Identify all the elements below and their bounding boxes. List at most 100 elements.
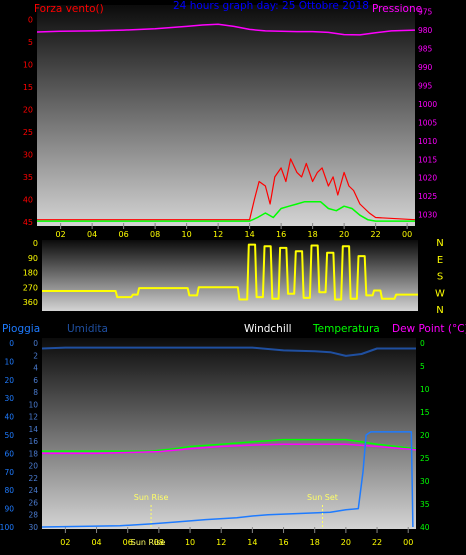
temperature-line: [42, 438, 417, 452]
panel1-background: [37, 5, 415, 226]
rain-tick-label: 60: [4, 449, 14, 458]
humidity-tick-label: 4: [33, 364, 38, 373]
panel1-hour-label: 22: [371, 230, 381, 239]
pressure-tick-label: 990: [418, 63, 433, 72]
compass-tick-label: E: [437, 255, 443, 266]
humidity-tick-label: 2: [33, 351, 38, 360]
panel3-hour-label: 22: [372, 538, 382, 547]
pressure-tick-label: 995: [418, 81, 433, 90]
humidity-tick-label: 24: [28, 486, 38, 495]
humidity-tick-label: 28: [28, 511, 38, 520]
pressure-tick-label: 1025: [418, 192, 437, 201]
panel1-hour-label: 12: [213, 230, 223, 239]
gust-line: [37, 200, 415, 222]
panel3-hour-label: 20: [341, 538, 351, 547]
humidity-tick-label: 18: [28, 449, 38, 458]
rain-tick-label: 40: [4, 413, 14, 422]
compass-tick-label: N: [436, 305, 443, 316]
graph-title: 24 hours graph day: 25 Ottobre 2018: [173, 0, 369, 12]
pressure-tick-label: 975: [418, 8, 433, 17]
rain-label: Pioggia: [2, 323, 40, 335]
temperature-tick-label: 25: [420, 454, 430, 463]
pressure-tick-label: 1000: [418, 100, 437, 109]
panel1-hour-label: 10: [182, 230, 192, 239]
pressure-tick-label: 1020: [418, 174, 437, 183]
rain-tick-label: 30: [4, 394, 14, 403]
rain-tick-label: 100: [0, 523, 14, 532]
direction-tick-label: 270: [23, 283, 38, 292]
panel1-hour-label: 04: [87, 230, 97, 239]
humidity-tick-label: 0: [33, 339, 38, 348]
pressure-tick-label: 980: [418, 26, 433, 35]
direction-tick-label: 0: [33, 239, 38, 248]
pressure-tick-label: 1010: [418, 137, 437, 146]
wind-tick-label: 15: [23, 83, 33, 92]
wind-tick-label: 45: [23, 218, 33, 227]
rain-tick-label: 80: [4, 486, 14, 495]
wind-tick-label: 40: [23, 195, 33, 204]
direction-line: [42, 243, 418, 301]
panel1-hour-label: 20: [339, 230, 349, 239]
pressure-tick-label: 1005: [418, 118, 437, 127]
panel1-hour-ticks: 02 04 06 08 10 12 14 16 18 20 22 00: [56, 223, 412, 239]
temperature-tick-label: 5: [420, 362, 425, 371]
direction-tick-label: 360: [23, 298, 38, 307]
panel3-hour-label: 02: [60, 538, 70, 547]
pressure-tick-label: 1015: [418, 155, 437, 164]
humidity-tick-label: 30: [28, 523, 38, 532]
temperature-tick-label: 35: [420, 500, 430, 509]
panel3-hour-ticks: 02 04 06 08 10 12 14 16 18 20 22 00: [60, 527, 413, 547]
wind-tick-label: 30: [23, 150, 33, 159]
panel3-background: [42, 338, 416, 529]
humidity-label: Umidita: [67, 323, 108, 335]
wind-pressure-panel: Forza vento() 24 hours graph day: 25 Ott…: [23, 0, 438, 239]
compass-tick-label: S: [437, 272, 443, 283]
pressure-axis-label: Pressione: [372, 3, 422, 15]
panel3-hour-label: 06: [123, 538, 133, 547]
wind-tick-label: 25: [23, 128, 33, 137]
humidity-tick-label: 16: [28, 437, 38, 446]
compass-tick-label: W: [435, 288, 445, 299]
wind-tick-label: 0: [28, 15, 33, 24]
pressure-axis-ticks: 975 980 985 990 995 1000 1005 1010 1015 1020 1025 1…: [418, 8, 437, 220]
panel1-hour-label: 00: [402, 230, 412, 239]
dewpoint-line: [42, 443, 417, 455]
temperature-tick-label: 40: [420, 523, 430, 532]
panel3-hour-label: 00: [403, 538, 413, 547]
panel3-hour-label: 18: [310, 538, 320, 547]
temperature-ticks: 0 5 10 15 20 25 30 35 40: [420, 339, 430, 532]
panel3-hour-label: 14: [247, 538, 257, 547]
wind-axis-ticks: 0 5 10 15 20 25 30 35 40 45: [23, 15, 33, 227]
wind-tick-label: 10: [23, 60, 33, 69]
direction-tick-label: 90: [28, 254, 38, 263]
wind-tick-label: 5: [28, 38, 33, 47]
panel3-hour-label: 08: [154, 538, 164, 547]
panel1-hour-label: 06: [119, 230, 129, 239]
rain-tick-label: 50: [4, 431, 14, 440]
humidity-tick-label: 10: [28, 400, 38, 409]
sunrise-axis-label: Sun Rise: [131, 538, 166, 547]
wind-tick-label: 20: [23, 105, 33, 114]
direction-degree-ticks: 0 90 180 270 360: [23, 239, 38, 307]
humidity-tick-label: 26: [28, 498, 38, 507]
rain-tick-label: 70: [4, 468, 14, 477]
direction-tick-label: 180: [23, 269, 38, 278]
rain-tick-label: 90: [4, 505, 14, 514]
rain-line: [41, 431, 414, 528]
pressure-line: [36, 23, 416, 36]
temperature-tick-label: 10: [420, 385, 430, 394]
humidity-tick-label: 20: [28, 462, 38, 471]
sunrise-marker: Sun Rise: [134, 493, 169, 527]
wind-axis-label: Forza vento(): [34, 3, 104, 15]
sunrise-label: Sun Rise: [134, 493, 169, 502]
temperature-tick-label: 0: [420, 339, 425, 348]
humidity-tick-label: 12: [28, 413, 38, 422]
humidity-tick-label: 6: [33, 376, 38, 385]
panel1-hour-label: 18: [308, 230, 318, 239]
wind-tick-label: 35: [23, 173, 33, 182]
humidity-tick-label: 14: [28, 425, 38, 434]
humidity-line: [41, 346, 416, 357]
pressure-tick-label: 985: [418, 45, 433, 54]
compass-tick-label: N: [436, 238, 443, 249]
